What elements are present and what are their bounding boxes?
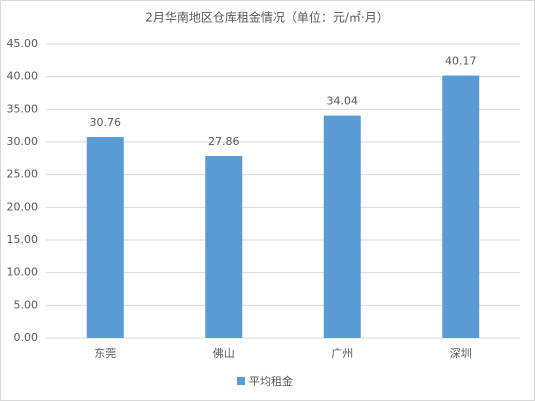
legend-label: 平均租金	[249, 374, 293, 388]
bar	[205, 155, 243, 338]
y-tick-label: 5.00	[14, 298, 39, 311]
x-tick-label: 深圳	[450, 347, 472, 360]
legend-swatch	[237, 377, 245, 385]
y-tick-label: 15.00	[7, 233, 39, 246]
bar	[442, 75, 480, 338]
y-tick-label: 40.00	[7, 70, 39, 83]
x-tick-label: 广州	[331, 347, 353, 360]
chart-title: 2月华南地区仓库租金情况（单位：元/㎡·月）	[145, 10, 389, 25]
y-tick-label: 35.00	[7, 102, 39, 115]
x-tick-label: 东莞	[94, 347, 116, 360]
data-label: 34.04	[327, 95, 359, 108]
bar	[323, 115, 361, 338]
x-tick-label: 佛山	[213, 347, 235, 360]
data-label: 30.76	[90, 116, 122, 129]
data-label: 40.17	[445, 55, 477, 68]
bar	[86, 137, 124, 338]
y-tick-label: 0.00	[14, 331, 39, 344]
y-tick-label: 45.00	[7, 37, 39, 50]
y-tick-label: 25.00	[7, 168, 39, 181]
y-tick-label: 10.00	[7, 266, 39, 279]
data-label: 27.86	[208, 135, 240, 148]
y-tick-label: 30.00	[7, 135, 39, 148]
y-tick-label: 20.00	[7, 200, 39, 213]
